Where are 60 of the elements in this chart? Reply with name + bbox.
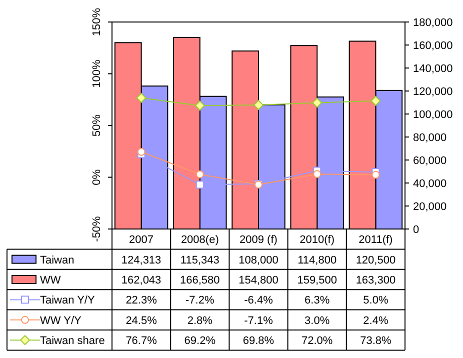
x-tick-label: 2011(f) <box>358 234 393 246</box>
y-tick-label: 100% <box>91 59 103 88</box>
data-label: -7.1% <box>244 314 274 327</box>
y2-tick-label: 20,000 <box>413 201 447 213</box>
data-label: 6.3% <box>304 294 330 307</box>
y-tick-label: 150% <box>91 8 103 36</box>
legend-label: WW <box>40 274 62 286</box>
point <box>196 170 204 178</box>
data-label: 2.8% <box>187 314 213 327</box>
data-label: -6.4% <box>244 294 274 307</box>
y-tick-label: 50% <box>91 114 103 137</box>
legend-label: Taiwan Y/Y <box>40 294 96 307</box>
y2-tick-label: 100,000 <box>413 109 453 121</box>
legend-label: WW Y/Y <box>40 314 82 327</box>
data-label: -7.2% <box>186 294 214 307</box>
y2-tick-label: 140,000 <box>413 63 453 75</box>
y2-tick-label: 120,000 <box>413 86 453 98</box>
y2-tick-label: 60,000 <box>413 155 447 167</box>
y-tick-label: 0% <box>91 169 103 186</box>
data-label: 2.4% <box>363 314 388 327</box>
point <box>136 92 146 103</box>
x-tick-label: 2009 (f) <box>240 234 278 246</box>
point <box>254 100 264 110</box>
data-label: 22.3% <box>126 294 158 307</box>
data-label: 69.8% <box>242 335 274 348</box>
point <box>196 180 204 189</box>
data-label: 114,800 <box>298 254 337 266</box>
data-label: 24.5% <box>126 314 158 327</box>
x-tick-label: 2007 <box>129 234 154 246</box>
point <box>370 96 381 106</box>
y2-tick-label: 160,000 <box>413 40 453 52</box>
y2-tick-label: 0 <box>413 224 420 236</box>
data-label: 72.0% <box>302 335 333 348</box>
point <box>372 170 380 179</box>
point <box>313 170 322 178</box>
data-label: 162,043 <box>121 274 162 286</box>
point <box>312 98 322 108</box>
data-label: 3.0% <box>304 314 330 327</box>
y2-tick-label: 40,000 <box>413 178 447 190</box>
data-label: 73.8% <box>360 335 392 348</box>
data-label: 124,313 <box>121 254 162 266</box>
x-tick-label: 2008(e) <box>180 234 219 246</box>
legend-label: Taiwan share <box>40 335 105 348</box>
data-label: 115,343 <box>180 254 220 266</box>
x-tick-label: 2010(f) <box>300 234 335 246</box>
data-label: 69.2% <box>184 335 216 348</box>
y2-tick-label: 80,000 <box>413 132 447 144</box>
point <box>194 100 205 111</box>
y-tick-label: -50% <box>91 216 103 242</box>
data-label: 166,580 <box>180 274 220 286</box>
data-label: 154,800 <box>238 274 278 286</box>
data-label: 5.0% <box>363 294 388 307</box>
data-label: 108,000 <box>238 254 278 266</box>
point <box>137 148 146 156</box>
y2-tick-label: 180,000 <box>413 17 453 29</box>
data-label: 76.7% <box>126 335 158 348</box>
data-label: 159,500 <box>297 274 337 286</box>
legend-label: Taiwan <box>40 254 74 266</box>
data-label: 163,300 <box>356 274 396 286</box>
data-label: 120,500 <box>356 254 396 266</box>
